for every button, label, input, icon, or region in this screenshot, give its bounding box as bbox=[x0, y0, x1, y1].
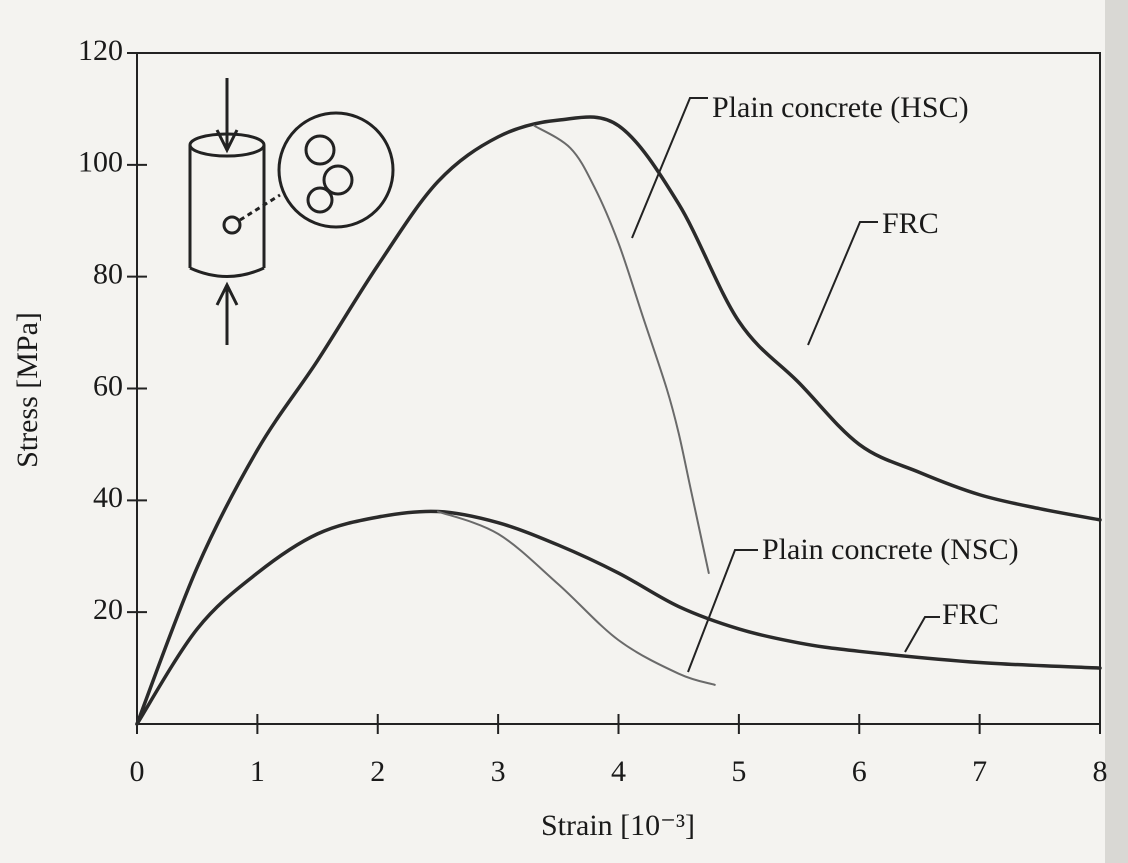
y-tick-label: 120 bbox=[78, 34, 123, 67]
x-tick-label: 0 bbox=[130, 755, 145, 788]
y-tick-label: 100 bbox=[78, 146, 123, 179]
x-tick-label: 4 bbox=[611, 755, 626, 788]
annotation: FRC bbox=[942, 598, 999, 631]
page: Plain concrete (HSC) FRC Plain concrete … bbox=[0, 0, 1128, 863]
annotation: Plain concrete (HSC) bbox=[712, 91, 969, 124]
y-tick-label: 80 bbox=[93, 258, 123, 291]
x-tick-label: 2 bbox=[370, 755, 385, 788]
y-tick-label: 20 bbox=[93, 593, 123, 626]
x-tick-label: 5 bbox=[731, 755, 746, 788]
x-tick-label: 3 bbox=[491, 755, 506, 788]
background bbox=[0, 0, 1128, 863]
y-tick-label: 40 bbox=[93, 481, 123, 514]
y-tick-label: 60 bbox=[93, 369, 123, 402]
page-edge bbox=[1105, 0, 1128, 863]
annotation: FRC bbox=[882, 207, 939, 240]
x-tick-label: 7 bbox=[972, 755, 987, 788]
x-tick-label: 6 bbox=[852, 755, 867, 788]
x-axis-label: Strain [10⁻³] bbox=[541, 809, 695, 842]
x-tick-label: 8 bbox=[1093, 755, 1108, 788]
x-tick-label: 1 bbox=[250, 755, 265, 788]
annotation: Plain concrete (NSC) bbox=[762, 533, 1019, 566]
chart: Plain concrete (HSC) FRC Plain concrete … bbox=[0, 0, 1128, 863]
y-axis-label: Stress [MPa] bbox=[11, 312, 44, 468]
